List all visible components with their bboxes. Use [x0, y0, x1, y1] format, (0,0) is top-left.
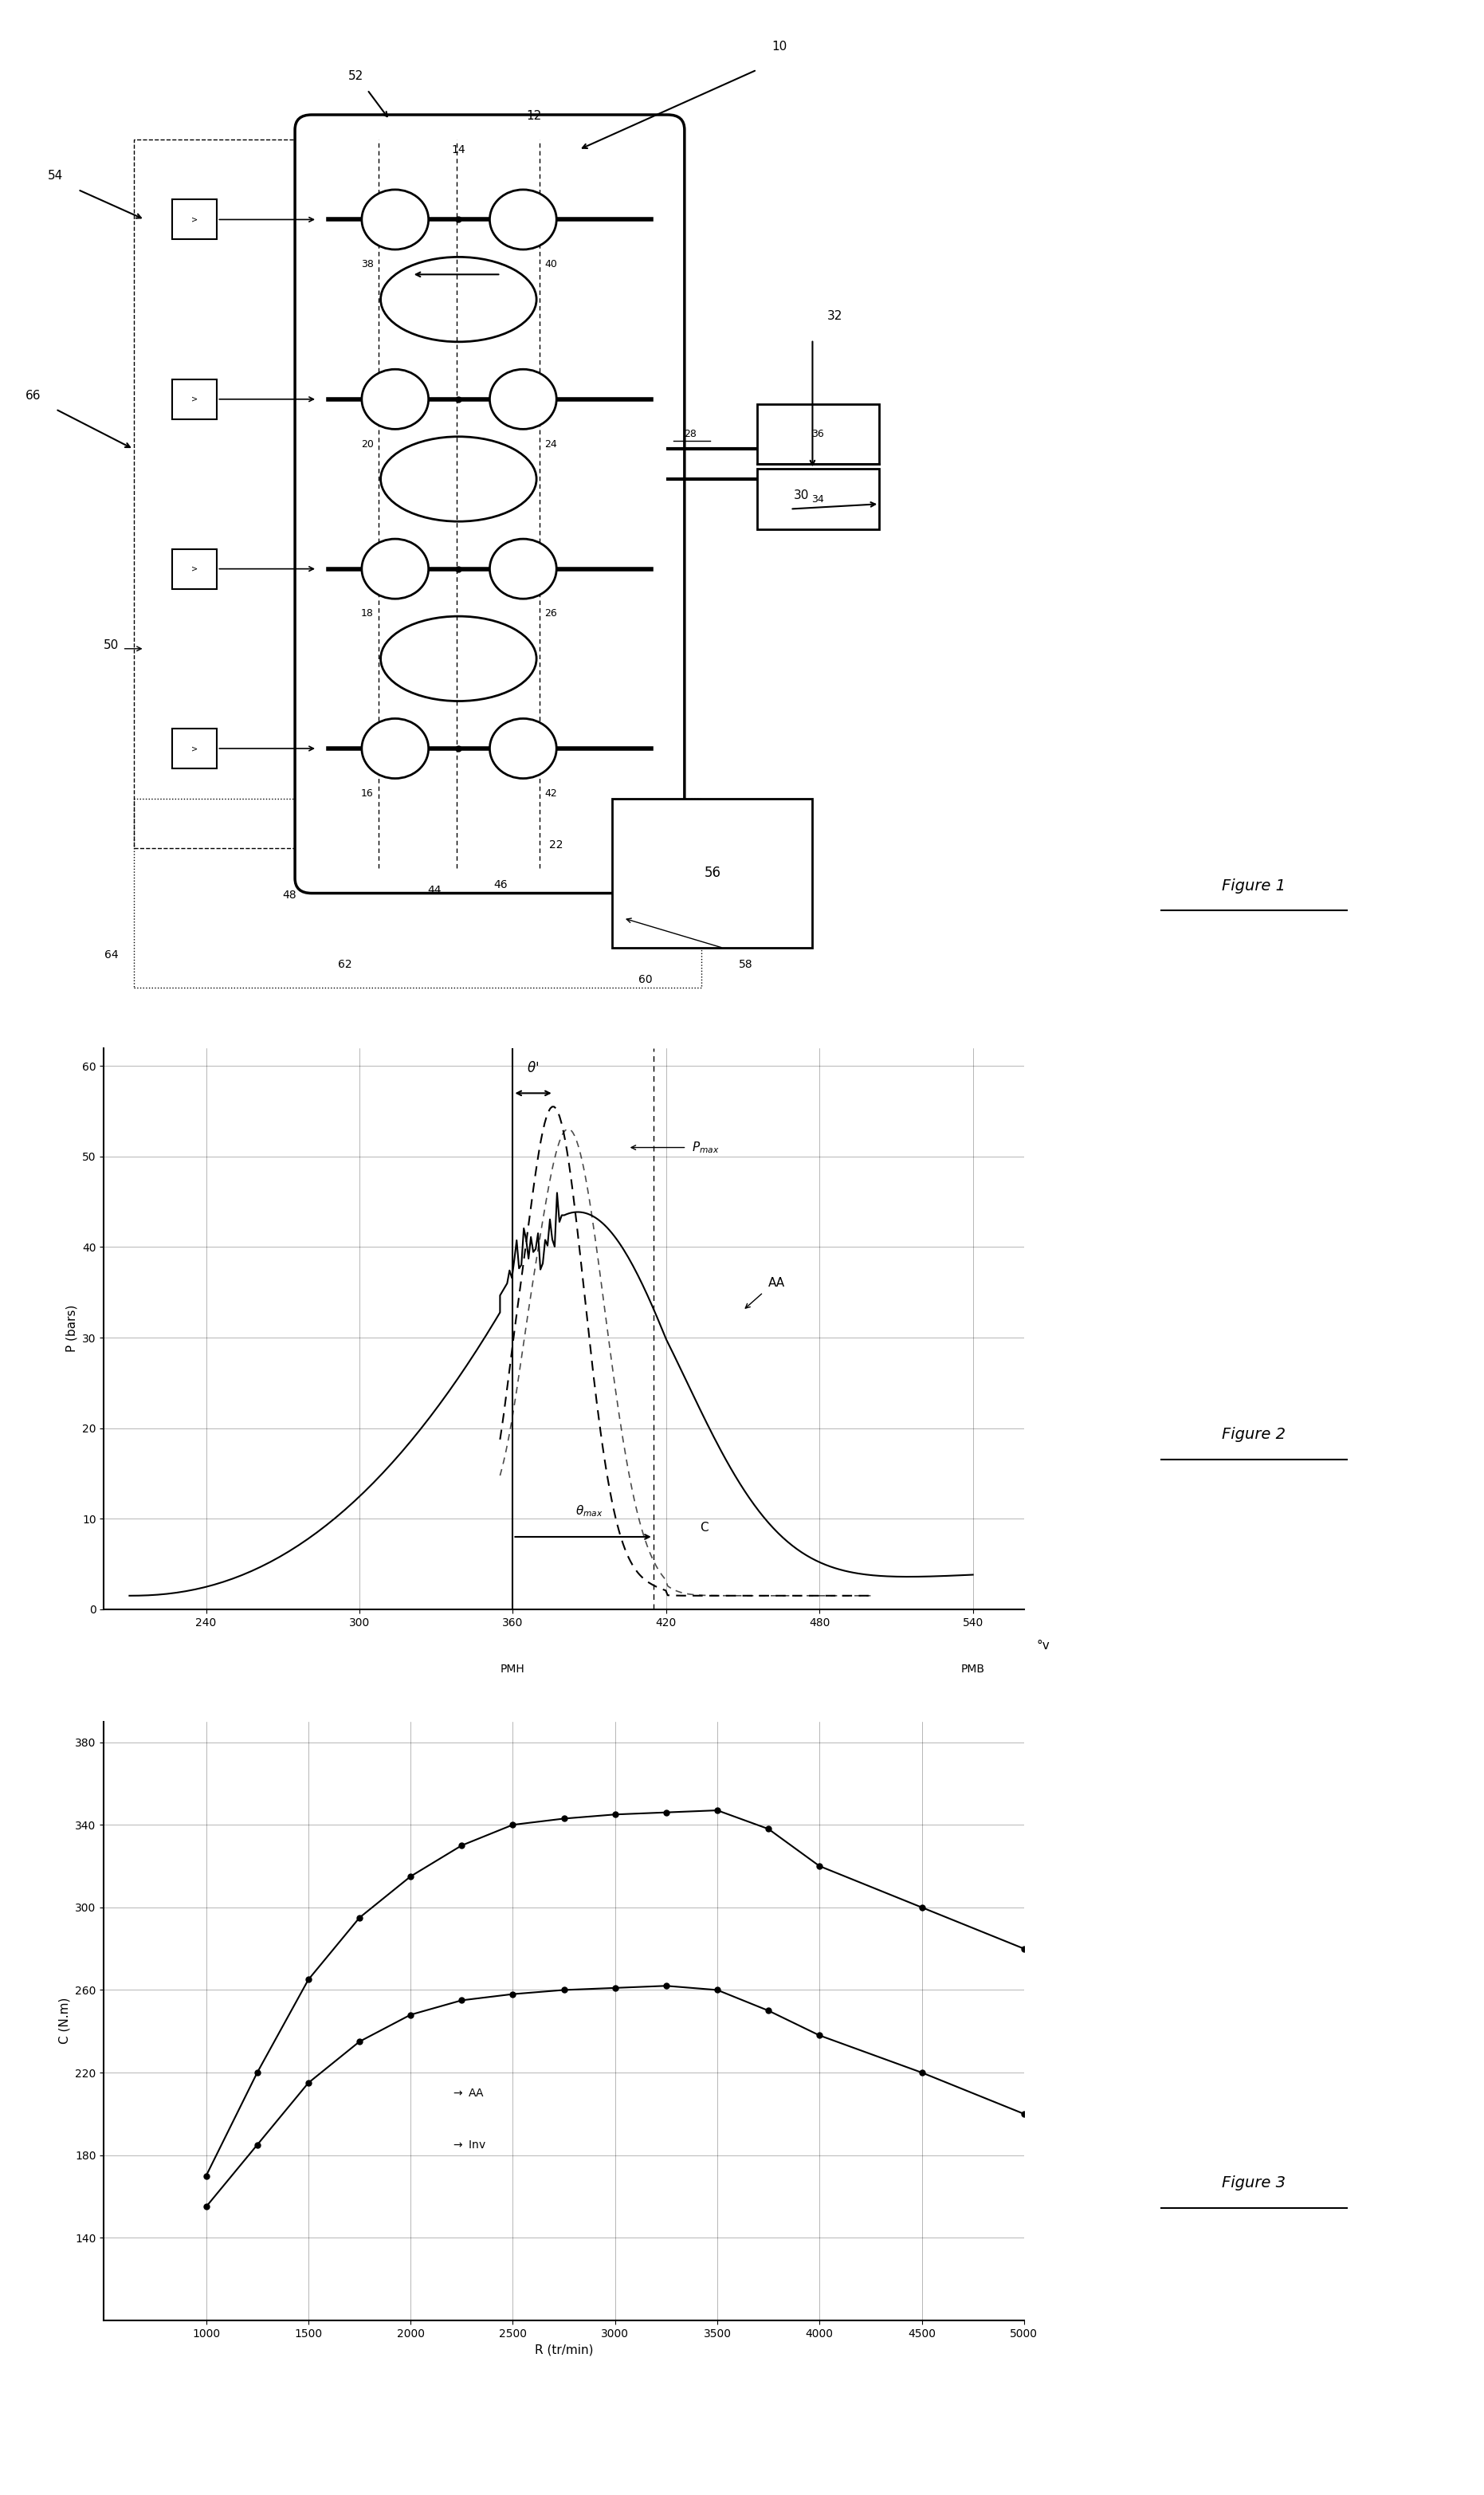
Circle shape [362, 719, 429, 778]
Y-axis label: P (bars): P (bars) [65, 1305, 77, 1352]
Text: 16: 16 [361, 788, 374, 798]
Text: >: > [191, 215, 197, 225]
Circle shape [362, 369, 429, 429]
Text: 62: 62 [338, 958, 352, 971]
Text: C: C [700, 1522, 709, 1534]
Text: 26: 26 [545, 609, 556, 619]
Circle shape [362, 539, 429, 599]
Text: 38: 38 [361, 259, 374, 269]
Circle shape [362, 190, 429, 250]
Bar [134, 798, 702, 988]
Text: 28: 28 [684, 429, 696, 439]
Text: 20: 20 [361, 439, 374, 449]
Text: AA: AA [769, 1277, 785, 1290]
Text: 22: 22 [549, 838, 564, 851]
Text: $\rightarrow$ Inv: $\rightarrow$ Inv [451, 2138, 487, 2151]
Text: 14: 14 [451, 145, 466, 155]
Text: 48: 48 [282, 888, 297, 901]
Text: 42: 42 [545, 788, 556, 798]
Text: PMH: PMH [500, 1664, 525, 1674]
Text: Figure 1: Figure 1 [1223, 878, 1285, 893]
Text: $\rightarrow$ AA: $\rightarrow$ AA [451, 2088, 485, 2098]
Text: 30: 30 [794, 489, 809, 501]
Text: 66: 66 [25, 389, 42, 402]
Text: 36: 36 [812, 429, 824, 439]
Bar [172, 729, 217, 768]
Bar [757, 469, 879, 529]
Text: 64: 64 [104, 948, 119, 961]
Text: 44: 44 [427, 883, 441, 896]
Ellipse shape [380, 257, 537, 342]
Circle shape [490, 719, 556, 778]
Text: 60: 60 [638, 973, 653, 986]
Text: $\theta_{max}$: $\theta_{max}$ [576, 1504, 604, 1519]
Text: 50: 50 [104, 639, 119, 651]
Text: >: > [191, 744, 197, 753]
Circle shape [490, 539, 556, 599]
Text: >: > [191, 564, 197, 574]
Text: Figure 2: Figure 2 [1223, 1427, 1285, 1442]
Text: 46: 46 [494, 878, 508, 891]
FancyBboxPatch shape [295, 115, 684, 893]
Text: 40: 40 [545, 259, 558, 269]
Text: 32: 32 [827, 309, 843, 322]
Text: >: > [191, 394, 197, 404]
Text: 56: 56 [703, 866, 721, 881]
Text: 24: 24 [545, 439, 556, 449]
Bar [172, 549, 217, 589]
Text: $\theta$': $\theta$' [527, 1060, 539, 1075]
Bar [134, 140, 378, 848]
Ellipse shape [380, 437, 537, 521]
X-axis label: R (tr/min): R (tr/min) [534, 2343, 594, 2355]
Bar [172, 379, 217, 419]
Text: $P_{max}$: $P_{max}$ [692, 1140, 720, 1155]
Bar [172, 200, 217, 240]
Text: 54: 54 [47, 170, 64, 182]
Text: 34: 34 [812, 494, 824, 504]
Bar [757, 404, 879, 464]
Y-axis label: C (N.m): C (N.m) [59, 1998, 71, 2043]
Circle shape [490, 369, 556, 429]
Text: 10: 10 [772, 40, 787, 52]
Text: 58: 58 [739, 958, 752, 971]
Circle shape [490, 190, 556, 250]
Text: PMB: PMB [960, 1664, 985, 1674]
Ellipse shape [380, 616, 537, 701]
Text: Figure 3: Figure 3 [1223, 2176, 1285, 2191]
Text: °v: °v [1037, 1639, 1051, 1652]
Bar [613, 798, 813, 948]
Text: 12: 12 [527, 110, 542, 122]
Text: 18: 18 [361, 609, 374, 619]
Text: 52: 52 [349, 70, 364, 82]
